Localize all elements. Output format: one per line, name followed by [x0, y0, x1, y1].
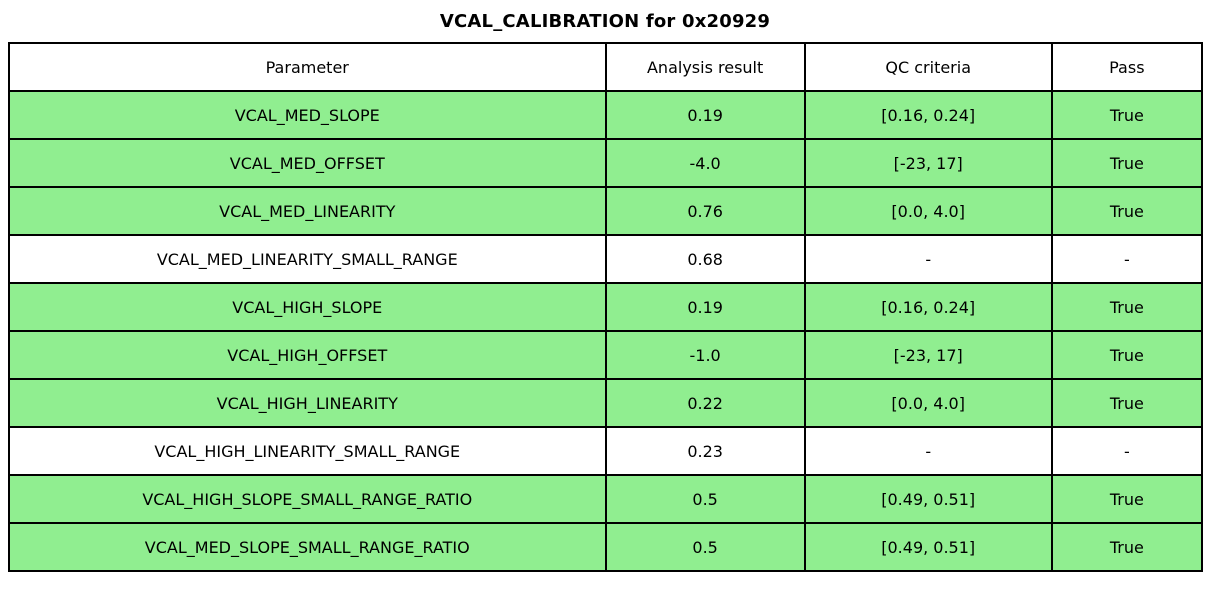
- cell-qc-criteria: [0.0, 4.0]: [803, 186, 1053, 236]
- table-row: VCAL_MED_OFFSET -4.0 [-23, 17] True: [8, 138, 1204, 188]
- cell-parameter: VCAL_HIGH_SLOPE: [8, 282, 607, 332]
- cell-qc-criteria: [0.49, 0.51]: [803, 522, 1053, 572]
- cell-pass: True: [1050, 378, 1204, 428]
- table-row: VCAL_MED_LINEARITY_SMALL_RANGE 0.68- -: [8, 234, 1204, 284]
- cell-analysis-result: 0.68: [604, 234, 806, 284]
- cell-analysis-result: 0.76: [604, 186, 806, 236]
- column-header-parameter: Parameter: [8, 42, 607, 92]
- cell-parameter: VCAL_MED_SLOPE: [8, 90, 607, 140]
- cell-qc-criteria: [-23, 17]: [803, 138, 1053, 188]
- cell-analysis-result: 0.19: [604, 282, 806, 332]
- cell-analysis-result: -1.0: [604, 330, 806, 380]
- page-title: VCAL_CALIBRATION for 0x20929: [439, 11, 771, 32]
- cell-pass: True: [1050, 186, 1204, 236]
- cell-qc-criteria: [-23, 17]: [803, 330, 1053, 380]
- cell-pass: True: [1050, 474, 1204, 524]
- cell-parameter: VCAL_HIGH_OFFSET: [8, 330, 607, 380]
- table-row: VCAL_HIGH_OFFSET -1.0 [-23, 17] True: [8, 330, 1204, 380]
- cell-parameter: VCAL_HIGH_SLOPE_SMALL_RANGE_RATIO: [8, 474, 607, 524]
- cell-qc-criteria: -: [803, 426, 1053, 476]
- cell-qc-criteria: [0.16, 0.24]: [803, 282, 1053, 332]
- cell-qc-criteria: [0.16, 0.24]: [803, 90, 1053, 140]
- cell-pass: True: [1050, 282, 1204, 332]
- cell-parameter: VCAL_HIGH_LINEARITY: [8, 378, 607, 428]
- cell-analysis-result: 0.19: [604, 90, 806, 140]
- column-header-pass: Pass: [1050, 42, 1204, 92]
- vcal-calibration-table: Parameter Analysis result QC criteria Pa…: [8, 42, 1204, 572]
- cell-pass: True: [1050, 330, 1204, 380]
- cell-pass: True: [1050, 90, 1204, 140]
- cell-pass: -: [1050, 426, 1204, 476]
- cell-analysis-result: 0.22: [604, 378, 806, 428]
- table-row: VCAL_HIGH_LINEARITY_SMALL_RANGE 0.23- -: [8, 426, 1204, 476]
- header-row: Parameter Analysis result QC criteria Pa…: [8, 42, 1204, 92]
- cell-analysis-result: 0.5: [604, 474, 806, 524]
- cell-parameter: VCAL_MED_OFFSET: [8, 138, 607, 188]
- cell-analysis-result: 0.23: [604, 426, 806, 476]
- cell-analysis-result: -4.0: [604, 138, 806, 188]
- cell-parameter: VCAL_MED_LINEARITY: [8, 186, 607, 236]
- table-row: VCAL_HIGH_LINEARITY 0.22 [0.0, 4.0] True: [8, 378, 1204, 428]
- table-row: VCAL_HIGH_SLOPE_SMALL_RANGE_RATIO 0.5 [0.4…: [8, 474, 1204, 524]
- column-header-qc-criteria: QC criteria: [803, 42, 1053, 92]
- cell-pass: True: [1050, 522, 1204, 572]
- cell-parameter: VCAL_MED_SLOPE_SMALL_RANGE_RATIO: [8, 522, 607, 572]
- table-row: VCAL_MED_SLOPE_SMALL_RANGE_RATIO 0.5 [0.49…: [8, 522, 1204, 572]
- table-row: VCAL_MED_SLOPE 0.19 [0.16, 0.24] True: [8, 90, 1204, 140]
- cell-analysis-result: 0.5: [604, 522, 806, 572]
- cell-pass: -: [1050, 234, 1204, 284]
- table-row: VCAL_MED_LINEARITY 0.76 [0.0, 4.0] True: [8, 186, 1204, 236]
- cell-qc-criteria: [0.0, 4.0]: [803, 378, 1053, 428]
- table-row: VCAL_HIGH_SLOPE 0.19 [0.16, 0.24] True: [8, 282, 1204, 332]
- cell-qc-criteria: -: [803, 234, 1053, 284]
- cell-parameter: VCAL_HIGH_LINEARITY_SMALL_RANGE: [8, 426, 607, 476]
- table-body: VCAL_MED_SLOPE 0.19 [0.16, 0.24] True VCAL_M…: [8, 90, 1204, 572]
- cell-qc-criteria: [0.49, 0.51]: [803, 474, 1053, 524]
- cell-pass: True: [1050, 138, 1204, 188]
- column-header-analysis-result: Analysis result: [604, 42, 806, 92]
- cell-parameter: VCAL_MED_LINEARITY_SMALL_RANGE: [8, 234, 607, 284]
